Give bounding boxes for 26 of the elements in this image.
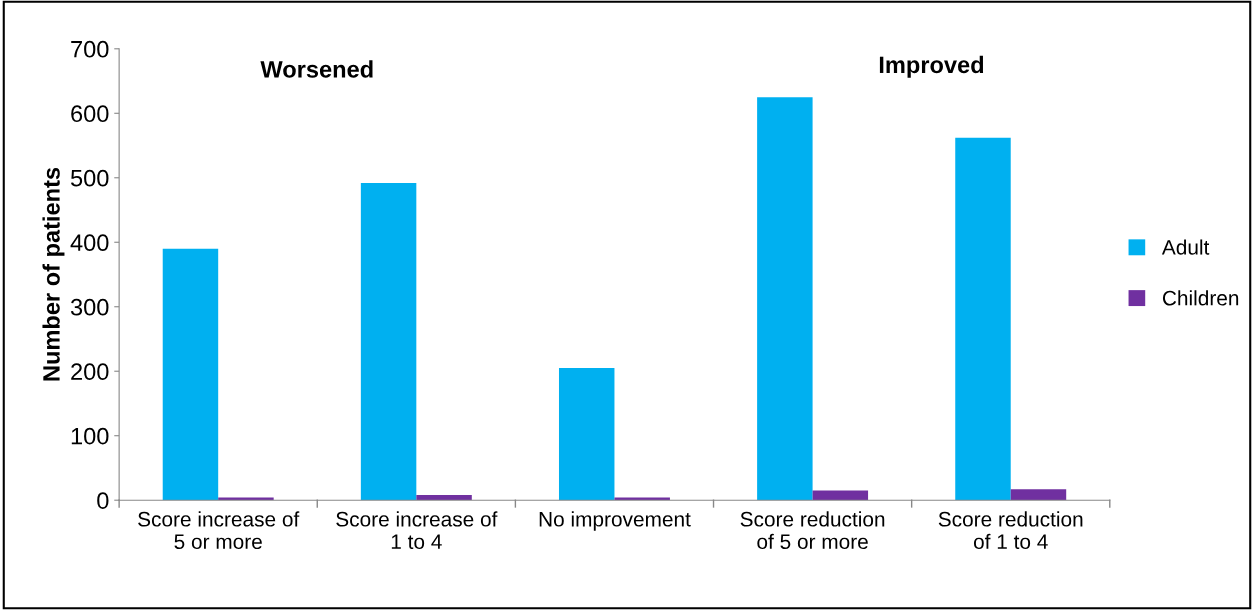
y-tick-label: 200 [71,363,109,381]
y-tick-label: 500 [70,169,109,187]
y-tick-label: 700 [71,40,109,58]
bar [955,137,1011,501]
legend-label: Adult [1161,239,1210,255]
x-tick-label: Score increase of 1 to 4 [336,511,498,550]
bar [558,368,615,501]
bar [162,248,219,501]
y-tick-label: 600 [71,105,109,123]
bar [416,495,472,501]
y-tick-label: 100 [71,427,109,445]
x-tick-label: Score increase of 5 or more [138,511,300,550]
y-tick-label: 0 [97,492,109,509]
x-tick-label: No improvement [539,511,691,531]
y-axis-title: Number of patients [42,167,65,381]
x-tick-label: Score reduction of 5 or more [740,511,885,550]
bar [1010,489,1067,501]
x-tick-label: Score reduction of 1 to 4 [938,511,1083,550]
y-tick-label: 400 [70,234,109,252]
annotation: Improved [879,55,984,78]
annotation: Worsened [260,60,373,78]
bar [757,97,813,501]
legend-label: Children [1162,290,1239,306]
bar [360,182,417,501]
bar [812,490,869,501]
y-tick-label: 300 [70,298,109,316]
